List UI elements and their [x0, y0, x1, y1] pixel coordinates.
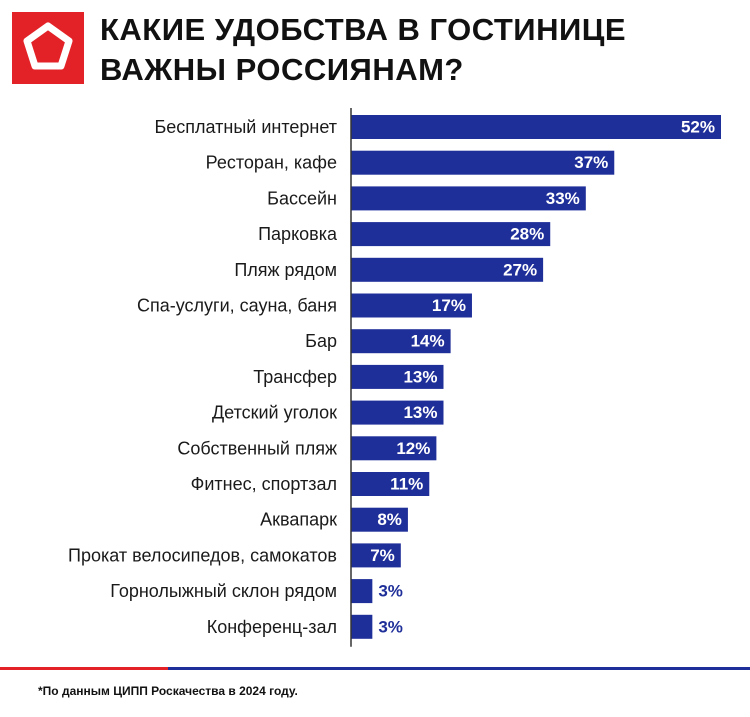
- pentagon-icon: [23, 22, 73, 70]
- bar: [351, 364, 444, 389]
- value-label: 11%: [390, 475, 423, 494]
- value-label: 33%: [546, 189, 580, 208]
- bar: [351, 257, 544, 282]
- bar: [351, 400, 444, 425]
- title-line-1: КАКИЕ УДОБСТВА В ГОСТИНИЦЕ: [100, 12, 627, 47]
- footnote: *По данным ЦИПП Роскачества в 2024 году.: [38, 684, 298, 698]
- bar: [351, 329, 451, 354]
- bar: [351, 543, 401, 568]
- category-label: Бар: [305, 331, 337, 351]
- category-label: Горнолыжный склон рядом: [110, 581, 337, 601]
- category-label: Бесплатный интернет: [154, 117, 337, 137]
- category-label: Собственный пляж: [177, 438, 337, 458]
- bar: [351, 150, 615, 175]
- category-label: Пляж рядом: [234, 260, 337, 280]
- footer-divider-blue: [168, 667, 750, 670]
- value-label: 3%: [378, 582, 403, 601]
- category-label: Бассейн: [267, 188, 337, 208]
- value-label: 7%: [370, 546, 395, 565]
- category-label: Детский уголок: [212, 403, 337, 423]
- category-label: Ресторан, кафе: [206, 153, 337, 173]
- value-label: 17%: [432, 296, 466, 315]
- bar-chart: Бесплатный интернет 52% Ресторан, кафе 37% Б…: [68, 108, 721, 647]
- category-label: Фитнес, спортзал: [191, 474, 337, 494]
- value-label: 28%: [510, 225, 544, 244]
- category-label: Прокат велосипедов, самокатов: [68, 545, 337, 565]
- bar: [351, 186, 586, 211]
- value-label: 13%: [403, 367, 437, 386]
- title-line-2: ВАЖНЫ РОССИЯНАМ?: [100, 52, 464, 87]
- value-label: 37%: [574, 153, 608, 172]
- bar: [351, 115, 721, 139]
- value-label: 3%: [378, 617, 403, 636]
- bar: [351, 614, 373, 639]
- category-label: Конференц-зал: [207, 617, 337, 637]
- bar: [351, 472, 430, 496]
- value-label: 13%: [403, 403, 437, 422]
- value-label: 12%: [396, 439, 430, 458]
- bar: [351, 222, 551, 247]
- value-label: 14%: [411, 332, 445, 351]
- brand-logo: [12, 12, 84, 84]
- footer-divider-red: [0, 667, 168, 670]
- page-title: КАКИЕ УДОБСТВА В ГОСТИНИЦЕ ВАЖНЫ РОССИЯН…: [100, 10, 720, 90]
- value-label: 27%: [503, 260, 537, 279]
- bar: [351, 293, 472, 318]
- category-label: Аквапарк: [260, 510, 337, 530]
- category-label: Парковка: [258, 224, 338, 244]
- bar: [351, 579, 373, 604]
- category-label: Трансфер: [253, 367, 337, 387]
- value-label: 8%: [377, 510, 402, 529]
- category-label: Спа-услуги, сауна, баня: [137, 296, 337, 316]
- bar: [351, 436, 437, 461]
- value-label: 52%: [681, 118, 715, 137]
- bar: [351, 507, 408, 532]
